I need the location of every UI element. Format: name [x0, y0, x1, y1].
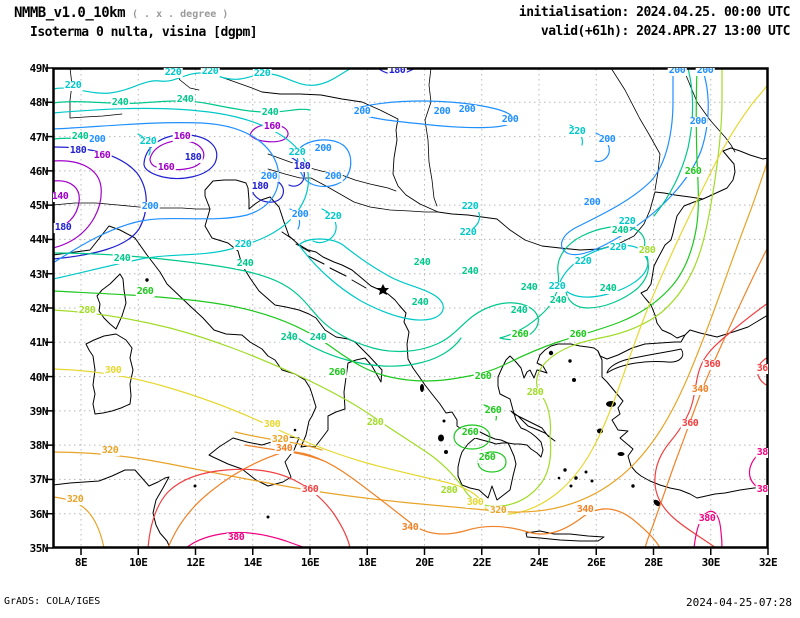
- coast-blacksea-west: [640, 147, 768, 339]
- contour-280: [53, 68, 723, 508]
- island-corsica: [96, 273, 127, 330]
- contour-200: [53, 68, 709, 264]
- grads-credit: GrADS: COLA/IGES: [4, 596, 101, 607]
- lat-label: 37N: [29, 473, 49, 487]
- river-po: [53, 202, 211, 210]
- plot-frame: [52, 67, 769, 549]
- lon-label: 16E: [300, 556, 320, 569]
- model-title: NMMB_v1.0_10km: [14, 5, 126, 21]
- coast-tunisia: [53, 469, 171, 548]
- coast-gallipoli: [597, 350, 603, 378]
- river-sava: [267, 168, 439, 213]
- coastlines: [53, 68, 768, 548]
- station-marker-icon: [377, 284, 389, 295]
- lat-label: 49N: [29, 62, 49, 75]
- small-islands: [145, 278, 661, 519]
- lat-label: 48N: [29, 96, 49, 110]
- contour-360: [147, 302, 768, 548]
- lat-label: 41N: [29, 336, 49, 350]
- coast-marmara: [606, 348, 684, 374]
- lat-label: 38N: [29, 439, 49, 453]
- lat-label: 40N: [29, 370, 49, 384]
- lon-label: 14E: [243, 556, 263, 569]
- lon-label: 26E: [587, 556, 606, 569]
- lon-label: 8E: [74, 556, 88, 569]
- lat-label: 35N: [29, 542, 49, 555]
- lat-label: 47N: [29, 130, 49, 144]
- lon-label: 30E: [701, 556, 721, 569]
- coast-greece-east: [497, 343, 608, 458]
- chart-subtitle: Isoterma 0 nulta, visina [dgpm]: [30, 25, 258, 40]
- coast-italy-balkans: [53, 179, 509, 448]
- lat-label: 45N: [29, 199, 49, 213]
- grid-lines: [54, 69, 767, 547]
- island-crete: [525, 530, 605, 542]
- contour-300: [53, 83, 768, 516]
- axis-ticks: [46, 67, 769, 555]
- lon-label: 10E: [129, 556, 148, 569]
- coast-turkey-aegean: [601, 376, 768, 499]
- island-sicily: [208, 436, 300, 487]
- lat-label: 39N: [29, 404, 49, 418]
- grid-resolution-note: ( . x . degree ): [132, 9, 229, 20]
- lat-label: 46N: [29, 164, 49, 178]
- lon-label: 18E: [358, 556, 377, 569]
- river-prut: [610, 68, 661, 191]
- islands-dalmatia: [281, 231, 367, 289]
- river-tisza: [424, 68, 438, 207]
- lat-label: 44N: [29, 233, 49, 247]
- island-euboea: [510, 410, 556, 442]
- lon-label: 24E: [529, 556, 549, 569]
- valid-time: valid(+61h): 2024.APR.27 13:00 UTC: [540, 24, 791, 39]
- contour-260: [53, 68, 699, 473]
- lat-label: 42N: [29, 302, 49, 315]
- lon-label: 28E: [644, 556, 663, 569]
- initialisation-time: initialisation: 2024.04.25. 00:00 UTC: [518, 5, 791, 20]
- lon-label: 32E: [758, 556, 778, 569]
- creation-timestamp: 2024-04-25-07:28: [686, 596, 792, 609]
- lon-label: 22E: [472, 556, 492, 569]
- contour-180: [53, 68, 417, 260]
- lon-label: 12E: [186, 556, 205, 569]
- island-sardinia: [85, 333, 134, 415]
- coast-peloponnese: [457, 437, 517, 501]
- lon-label: 20E: [415, 556, 434, 569]
- lat-label: 36N: [29, 507, 49, 521]
- lat-label: 43N: [29, 267, 49, 281]
- contour-320: [53, 159, 768, 548]
- contour-380: [185, 446, 768, 548]
- river-dniester: [682, 68, 736, 153]
